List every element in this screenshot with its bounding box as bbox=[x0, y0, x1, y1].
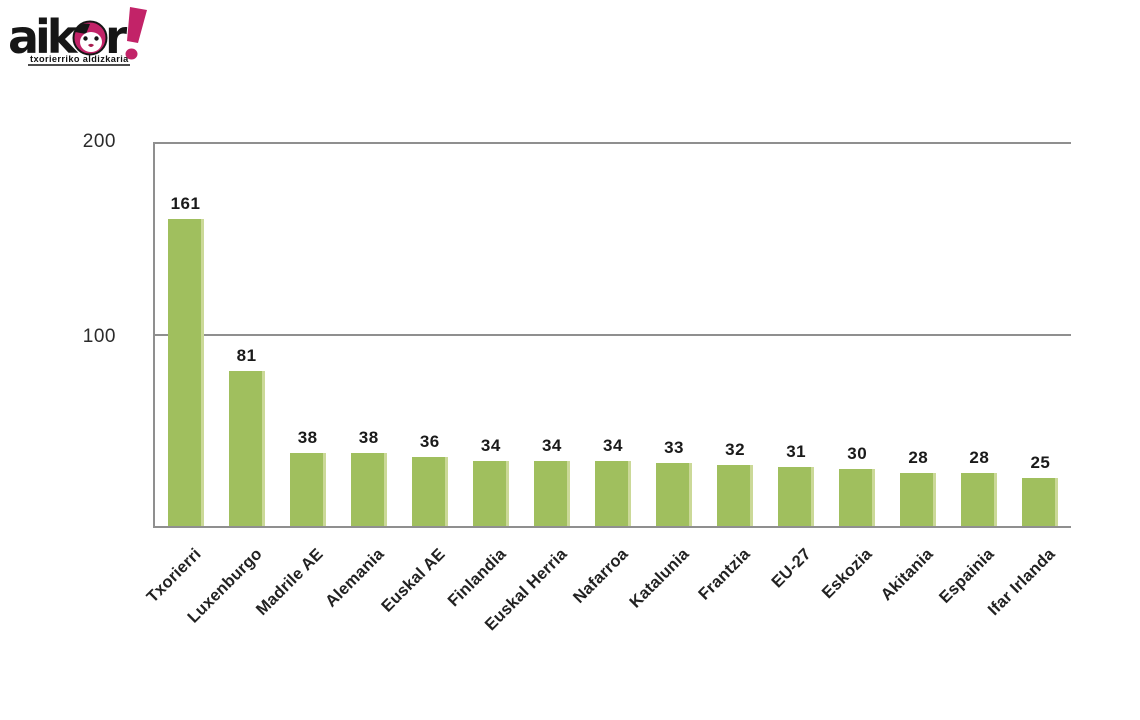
gridline-100 bbox=[155, 334, 1071, 336]
aikor-logo: aik r txorierriko aldizkaria bbox=[8, 5, 149, 66]
bar bbox=[167, 218, 204, 526]
category-label: Euskal Herria bbox=[481, 545, 571, 635]
logo-word-end: r bbox=[105, 10, 128, 64]
bar bbox=[900, 472, 937, 526]
bar-value-label: 31 bbox=[786, 441, 807, 461]
bar bbox=[289, 453, 326, 526]
plot-columns: 161 81 38 38 36 34 34 34 33 32 31 30 28 28 25 bbox=[155, 144, 1071, 526]
bar bbox=[1022, 478, 1059, 526]
bar bbox=[350, 453, 387, 526]
logo-tagline: txorierriko aldizkaria bbox=[30, 54, 129, 64]
bar-column: 32 bbox=[705, 144, 766, 526]
bar-column: 34 bbox=[460, 144, 521, 526]
bar-value-label: 28 bbox=[969, 447, 990, 467]
bar bbox=[228, 371, 265, 526]
bar-column: 25 bbox=[1010, 144, 1071, 526]
bar-value-label: 30 bbox=[847, 443, 868, 463]
bird-icon bbox=[72, 20, 108, 56]
y-axis-tick-100: 100 bbox=[82, 326, 116, 347]
bar-column: 36 bbox=[399, 144, 460, 526]
bar-value-label: 38 bbox=[297, 428, 318, 448]
category-label: Nafarroa bbox=[569, 545, 632, 607]
logo-word-start: aik bbox=[8, 10, 79, 64]
bar-value-label: 25 bbox=[1030, 453, 1051, 473]
bar bbox=[839, 468, 876, 526]
bar bbox=[656, 462, 693, 526]
bar-value-label: 28 bbox=[908, 447, 929, 467]
bar-column: 28 bbox=[888, 144, 949, 526]
bar-column: 33 bbox=[644, 144, 705, 526]
bar-value-label: 34 bbox=[603, 436, 623, 456]
bar-column: 30 bbox=[827, 144, 888, 526]
bar-value-label: 36 bbox=[419, 432, 440, 452]
bar bbox=[961, 472, 998, 526]
bar-column: 31 bbox=[766, 144, 827, 526]
bar-value-label: 34 bbox=[480, 436, 501, 456]
category-label: Finlandia bbox=[444, 545, 510, 611]
bar-column: 161 bbox=[155, 144, 216, 526]
bar-value-label: 161 bbox=[170, 193, 201, 213]
bar bbox=[472, 461, 509, 526]
category-label: EU-27 bbox=[768, 545, 815, 592]
bar-column: 81 bbox=[216, 144, 277, 526]
category-label: Luxenburgo bbox=[183, 545, 266, 627]
bar-column: 38 bbox=[338, 144, 399, 526]
plot-area: 161 81 38 38 36 34 34 34 33 32 31 30 28 28 25 bbox=[153, 142, 1071, 528]
category-label: Alemania bbox=[321, 545, 388, 611]
bar-value-label: 38 bbox=[358, 428, 379, 448]
bar-column: 28 bbox=[949, 144, 1010, 526]
bar-value-label: 81 bbox=[236, 346, 257, 366]
y-axis-tick-200: 200 bbox=[82, 131, 116, 152]
category-label: Akitania bbox=[877, 545, 938, 605]
bar bbox=[411, 457, 448, 526]
bar bbox=[778, 466, 815, 526]
bar bbox=[717, 464, 754, 526]
category-label: Euskal AE bbox=[377, 545, 449, 616]
category-label: Txorierri bbox=[142, 545, 205, 607]
category-label: Frantzia bbox=[695, 545, 754, 604]
category-label: Ifar Irlanda bbox=[985, 545, 1060, 620]
bar-column: 34 bbox=[521, 144, 582, 526]
category-label: Eskozia bbox=[818, 545, 876, 603]
bar-value-label: 33 bbox=[664, 437, 684, 457]
bar-value-label: 34 bbox=[541, 436, 562, 456]
bar-value-label: 32 bbox=[725, 439, 746, 459]
bar-column: 34 bbox=[582, 144, 643, 526]
bar bbox=[594, 461, 631, 526]
logo-exclamation bbox=[124, 5, 149, 61]
bar-column: 38 bbox=[277, 144, 338, 526]
category-label: Espainia bbox=[936, 545, 999, 607]
category-label: Katalunia bbox=[626, 545, 693, 612]
category-label: Madrile AE bbox=[252, 545, 327, 620]
bar bbox=[533, 461, 570, 526]
